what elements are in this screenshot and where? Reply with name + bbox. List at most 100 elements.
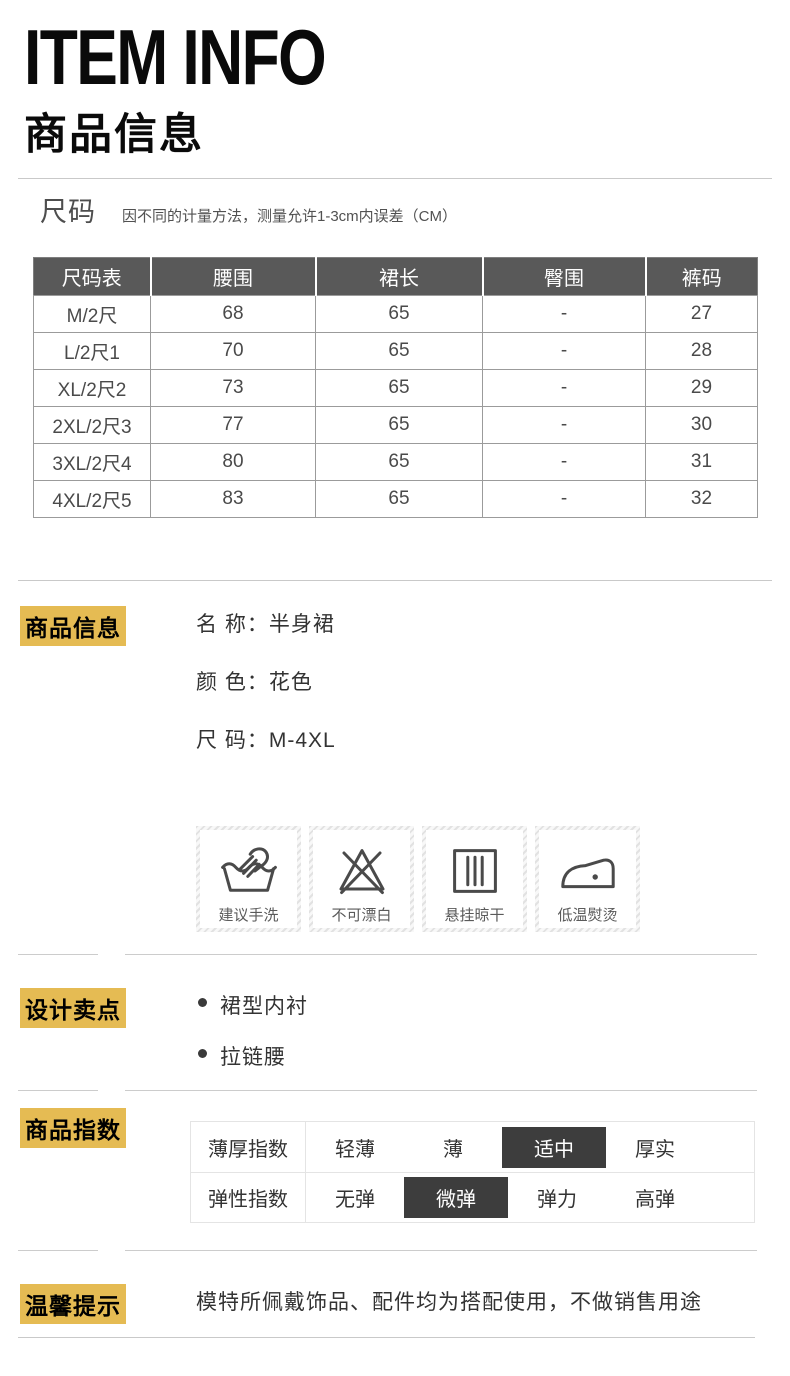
divider-right <box>125 1090 757 1091</box>
divider-left <box>18 1090 98 1091</box>
care-box: 建议手洗 <box>196 826 301 932</box>
divider-gap <box>98 1250 125 1251</box>
size-section-label: 尺码 <box>40 197 96 227</box>
field-value: 花色 <box>268 671 313 694</box>
care-label: 低温熨烫 <box>557 907 618 924</box>
table-cell: 27 <box>645 295 758 333</box>
selling-point-item: 裙型内衬 <box>196 990 308 1020</box>
table-cell: 32 <box>645 480 758 518</box>
index-options: 无弹 微弹 弹力 高弹 <box>306 1173 754 1222</box>
index-option: 无弹 <box>335 1189 375 1211</box>
index-option-selected: 微弹 <box>404 1177 508 1218</box>
no-bleach-icon <box>339 849 384 895</box>
size-table-header-cell: 裤码 <box>645 257 758 296</box>
field-name: 尺 码： <box>196 729 269 752</box>
table-cell: 4XL/2尺5 <box>33 480 151 518</box>
field-value: M-4XL <box>268 729 336 752</box>
care-inner: 低温熨烫 <box>539 830 636 928</box>
table-cell: XL/2尺2 <box>33 369 151 407</box>
product-color-field: 颜 色：花色 <box>196 666 313 696</box>
index-option: 高弹 <box>635 1189 675 1211</box>
field-value: 半身裙 <box>268 613 335 636</box>
table-row: L/2尺1 70 65-28 <box>33 332 758 370</box>
table-cell: 68 <box>150 295 316 333</box>
tips-label: 温馨提示 <box>20 1284 126 1324</box>
index-option: 薄 <box>443 1138 463 1161</box>
table-cell: 80 <box>150 443 316 481</box>
table-cell: - <box>482 332 646 370</box>
section-divider <box>18 580 772 581</box>
table-cell: 77 <box>150 406 316 444</box>
product-info-label: 商品信息 <box>20 606 126 646</box>
low-iron-icon <box>560 858 615 889</box>
care-label: 建议手洗 <box>218 907 279 924</box>
size-table-body: M/2尺 68 65-27 L/2尺1 70 65-28 XL/2尺2 73 65-29 2XL/… <box>33 295 758 518</box>
care-instructions: 建议手洗 不可漂白 悬挂晾干 <box>196 826 640 932</box>
hang-dry-icon <box>452 849 497 893</box>
table-cell: 65 <box>315 332 483 370</box>
index-option-cell: 适中 <box>502 1122 606 1172</box>
field-name: 颜 色： <box>196 671 269 694</box>
divider-left <box>18 1250 98 1251</box>
table-cell: 28 <box>645 332 758 370</box>
table-cell: 2XL/2尺3 <box>33 406 151 444</box>
table-row: 3XL/2尺4 80 65-31 <box>33 443 758 481</box>
size-chart-table: 尺码表 腰围 裙长 臀围 裤码 M/2尺 68 65-27 L/2尺1 70 65-28 XL/2尺… <box>33 257 758 518</box>
index-table: 薄厚指数 轻薄 薄 适中 厚实弹性指数 无弹 微弹 弹力 高弹 <box>190 1121 755 1223</box>
index-option-cell: 高弹 <box>606 1173 704 1222</box>
index-option: 轻薄 <box>335 1138 375 1161</box>
care-label: 悬挂晾干 <box>444 907 505 924</box>
care-inner: 悬挂晾干 <box>426 830 523 928</box>
size-table-header-cell: 腰围 <box>150 257 317 296</box>
size-tolerance-note: 因不同的计量方法，测量允许1-3cm内误差（CM） <box>122 208 458 225</box>
section-divider-split <box>18 954 757 955</box>
index-row-label: 弹性指数 <box>191 1173 306 1222</box>
product-name-field: 名 称：半身裙 <box>196 608 335 638</box>
index-row: 薄厚指数 轻薄 薄 适中 厚实 <box>191 1122 754 1172</box>
size-table-header-cell: 臀围 <box>482 257 647 296</box>
product-size-field: 尺 码：M-4XL <box>196 724 336 754</box>
table-cell: 65 <box>315 295 483 333</box>
table-cell: M/2尺 <box>33 295 151 333</box>
divider-gap <box>98 954 125 955</box>
field-name: 名 称： <box>196 613 269 636</box>
page-title-cn: 商品信息 <box>24 111 204 159</box>
table-row: 4XL/2尺5 83 65-32 <box>33 480 758 518</box>
index-option: 弹力 <box>537 1189 577 1211</box>
table-cell: - <box>482 443 646 481</box>
index-row: 弹性指数 无弹 微弹 弹力 高弹 <box>191 1172 754 1222</box>
hand-wash-icon <box>220 847 277 892</box>
care-box: 不可漂白 <box>309 826 414 932</box>
selling-point-item: 拉链腰 <box>196 1041 308 1071</box>
selling-points-label: 设计卖点 <box>20 988 126 1028</box>
page-title-en: ITEM INFO <box>24 13 327 101</box>
table-cell: 3XL/2尺4 <box>33 443 151 481</box>
index-options: 轻薄 薄 适中 厚实 <box>306 1122 754 1172</box>
size-table-header-row: 尺码表 腰围 裙长 臀围 裤码 <box>33 257 758 296</box>
table-row: 2XL/2尺3 77 65-30 <box>33 406 758 444</box>
table-cell: 70 <box>150 332 316 370</box>
table-cell: 73 <box>150 369 316 407</box>
care-inner: 建议手洗 <box>200 830 297 928</box>
product-index-label: 商品指数 <box>20 1108 126 1148</box>
table-row: XL/2尺2 73 65-29 <box>33 369 758 407</box>
table-cell: 30 <box>645 406 758 444</box>
index-option-cell: 弹力 <box>508 1173 606 1222</box>
divider-right <box>125 954 757 955</box>
table-cell: 29 <box>645 369 758 407</box>
index-option-cell: 微弹 <box>404 1173 508 1222</box>
size-table-header-cell: 裙长 <box>315 257 484 296</box>
divider-left <box>18 954 98 955</box>
index-option-cell: 薄 <box>404 1122 502 1172</box>
size-table-header-cell: 尺码表 <box>33 257 152 296</box>
table-row: M/2尺 68 65-27 <box>33 295 758 333</box>
bottom-divider <box>18 1337 755 1338</box>
index-row-label: 薄厚指数 <box>191 1122 306 1172</box>
index-option-cell: 厚实 <box>606 1122 704 1172</box>
table-cell: 65 <box>315 443 483 481</box>
section-divider-split <box>18 1090 757 1091</box>
index-option: 厚实 <box>635 1138 675 1161</box>
divider-right <box>125 1250 757 1251</box>
table-cell: L/2尺1 <box>33 332 151 370</box>
